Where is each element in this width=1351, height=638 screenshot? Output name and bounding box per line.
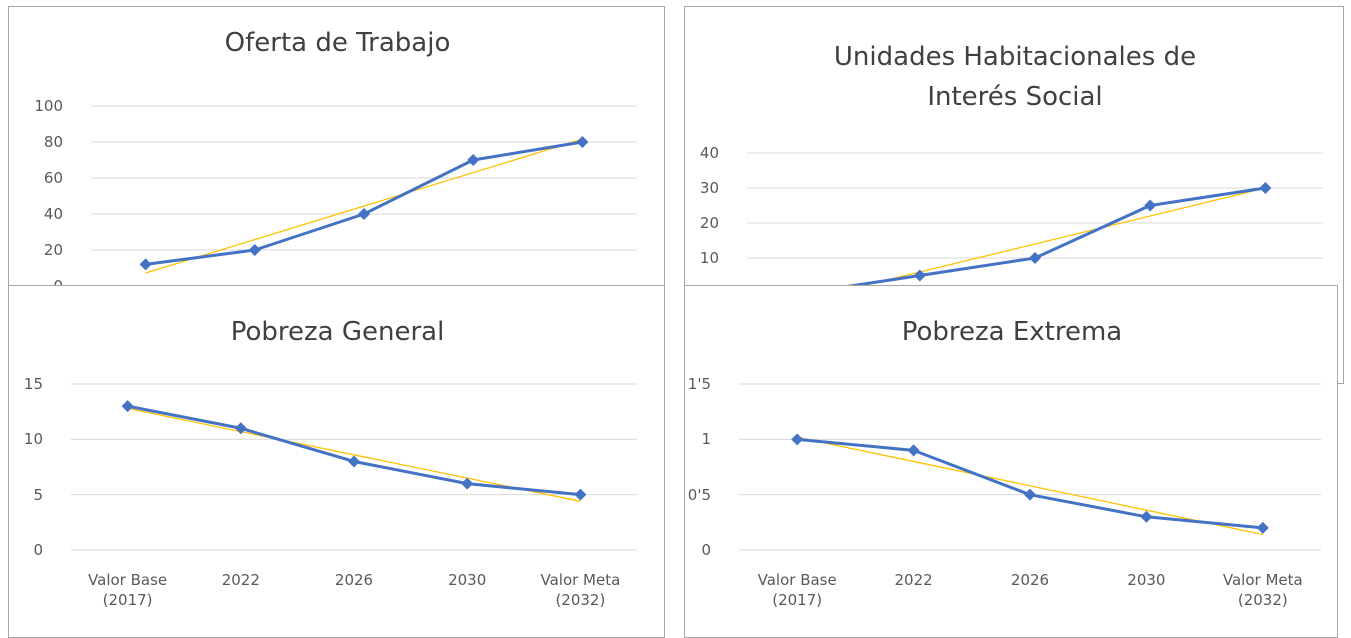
- x-tick-label: 2026: [334, 571, 374, 589]
- marker: [791, 433, 804, 446]
- chart-title: Oferta de Trabajo: [224, 28, 451, 58]
- marker: [913, 269, 926, 282]
- x-tick-label: 2030: [1127, 571, 1166, 589]
- y-tick-label: 0'5: [687, 485, 711, 504]
- chart: Pobreza Extrema 0 0'5 1 1'5 Valor Base (2017)…: [684, 285, 1338, 638]
- marker: [248, 244, 261, 256]
- marker: [348, 455, 360, 468]
- y-tick-label: 60: [43, 169, 63, 187]
- y-tick-label: 40: [699, 144, 719, 162]
- marker: [907, 444, 920, 457]
- x-tick-label: 2030: [448, 571, 487, 589]
- marker: [1024, 488, 1036, 501]
- marker: [1256, 521, 1269, 534]
- y-tick-label: 0: [701, 541, 711, 559]
- series-line: [127, 404, 581, 497]
- x-tick-label: 2022: [221, 571, 260, 589]
- y-tick-label: 1'5: [687, 375, 711, 393]
- marker: [1259, 182, 1272, 194]
- plot: [739, 383, 1321, 551]
- trendline: [145, 138, 583, 274]
- chart-title: Pobreza Extrema: [901, 317, 1123, 347]
- marker: [1144, 199, 1157, 212]
- y-tick-label: 100: [34, 97, 63, 115]
- y-tick-label: 80: [43, 133, 63, 151]
- chart-title: Unidades Habitacionales de Interés Socia…: [833, 42, 1197, 112]
- y-tick-label: 30: [699, 179, 719, 197]
- chart: Pobreza General 0 5 10 15 Valor Base (2017) 20…: [8, 285, 665, 638]
- y-tick-label: 15: [23, 375, 43, 393]
- y-tick-label: 10: [23, 430, 43, 449]
- marker: [461, 477, 474, 490]
- y-tick-label: 20: [43, 241, 63, 259]
- series-line: [797, 437, 1263, 530]
- marker: [358, 208, 370, 220]
- marker: [139, 258, 152, 271]
- plot: [71, 383, 637, 551]
- y-tick-label: 0: [33, 541, 43, 559]
- plot: [747, 152, 1323, 301]
- y-tick-label: 1: [701, 430, 711, 449]
- x-tick-label: 2026: [1010, 571, 1050, 589]
- marker: [467, 154, 480, 166]
- y-tick-label: 5: [33, 485, 43, 504]
- marker: [1140, 510, 1153, 523]
- marker: [234, 422, 247, 435]
- x-tick-label: 2022: [894, 571, 933, 589]
- series-line: [145, 140, 583, 266]
- x-tick-label: Valor Meta (2032): [1222, 571, 1303, 609]
- marker: [1029, 252, 1041, 264]
- marker: [574, 488, 587, 501]
- marker: [121, 400, 134, 413]
- x-tick-label: Valor Meta (2032): [540, 571, 621, 609]
- series-line: [804, 186, 1266, 295]
- trendline: [797, 436, 1263, 536]
- y-tick-label: 40: [43, 205, 63, 223]
- y-tick-label: 20: [699, 214, 719, 232]
- y-tick-label: 10: [699, 249, 719, 267]
- chart-title: Pobreza General: [230, 317, 445, 347]
- marker: [576, 136, 589, 148]
- x-tick-label: Valor Base (2017): [88, 571, 168, 609]
- x-tick-label: Valor Base (2017): [757, 571, 837, 609]
